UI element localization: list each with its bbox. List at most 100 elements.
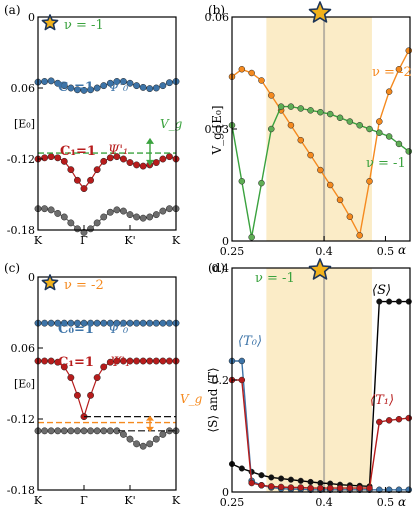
band-point [139, 357, 147, 365]
band-point [146, 319, 154, 327]
band-point [133, 319, 141, 327]
x-axis-label: α [398, 243, 406, 257]
band-point [139, 442, 147, 450]
band-point [47, 319, 55, 327]
data-point [326, 484, 334, 492]
filling-annotation: ν = -2 [64, 278, 104, 293]
band-point [100, 363, 108, 371]
data-point [356, 232, 363, 239]
data-point [395, 298, 403, 305]
x-tick-label: K' [124, 494, 135, 507]
y-tick-label: -0.12 [7, 153, 35, 166]
band-point [106, 154, 114, 162]
y-tick-label: 0.06 [11, 82, 36, 95]
band-point [165, 205, 173, 213]
band-point [152, 84, 160, 92]
band-point [119, 207, 127, 215]
band-point [106, 358, 114, 366]
band-point [93, 374, 101, 382]
star-icon [41, 14, 59, 31]
data-point [376, 418, 383, 426]
band-point [139, 83, 147, 91]
band-point [54, 79, 62, 87]
x-axis-label: α [398, 495, 406, 509]
band-point [73, 391, 81, 399]
y-tick-label: -0.18 [7, 484, 35, 497]
y-tick-label: -0.18 [7, 224, 35, 237]
band-point [54, 209, 62, 217]
band-point [159, 207, 167, 215]
band-point [159, 319, 167, 327]
band-point [93, 166, 101, 174]
band-chern-label: C₀=1 [58, 322, 94, 337]
band-point [119, 78, 127, 85]
band-point [113, 206, 121, 214]
band-psi-label: Ψ'₁ [108, 143, 128, 158]
band-point [139, 214, 147, 222]
band-point [100, 427, 108, 435]
y-tick-label: [E₀] [14, 378, 35, 391]
band-point [87, 86, 95, 94]
band-point [133, 161, 141, 169]
band-point [67, 219, 75, 227]
band-point [41, 357, 49, 365]
band-point [80, 427, 88, 435]
band-point [126, 159, 134, 167]
data-point [385, 88, 393, 95]
band-point [41, 427, 49, 435]
data-point [277, 483, 285, 491]
band-point [152, 159, 160, 167]
series-label: ν = -1 [366, 156, 406, 171]
filling-annotation: ν = -1 [255, 271, 295, 286]
x-tick-label: Γ [80, 494, 88, 507]
band-point [126, 79, 134, 87]
data-point [356, 484, 363, 492]
data-point [346, 213, 354, 220]
data-point [405, 47, 413, 54]
x-tick-label: 0.4 [315, 496, 333, 509]
data-point [268, 483, 275, 490]
y-axis-label: V_g [E₀] [210, 105, 224, 155]
data-point [297, 105, 304, 112]
band-point [165, 319, 173, 327]
data-point [258, 179, 265, 187]
band-point [47, 357, 55, 365]
band-point [146, 85, 154, 93]
x-tick-label: K' [124, 234, 135, 247]
band-point [159, 155, 167, 163]
band-chern-label: C₁=1 [60, 144, 96, 159]
band-point [47, 77, 55, 85]
data-point [395, 486, 403, 494]
data-point [238, 376, 246, 384]
band-point [60, 427, 68, 435]
panel-d-label: (d) [208, 261, 225, 275]
panel-b-label: (b) [208, 3, 225, 17]
band-psi-label: Ψ'₀ [108, 80, 129, 95]
data-point [336, 484, 344, 492]
data-point [307, 151, 314, 159]
data-point [346, 484, 354, 492]
x-tick-label: K [172, 494, 181, 507]
data-point [395, 66, 403, 73]
band-point [93, 319, 101, 327]
series-label: ⟨T₁⟩ [370, 393, 394, 408]
data-point [258, 77, 265, 84]
data-point [278, 475, 285, 482]
y-tick-label: [E₀] [14, 118, 35, 131]
x-tick-label: Γ [80, 234, 88, 247]
data-point [366, 125, 373, 133]
panel-c-label: (c) [4, 261, 20, 275]
band-line [38, 208, 176, 234]
band-point [41, 78, 49, 85]
panel-b: (b) 0.25 0.4 0.5 0 0.03 0.06 ν = -2 ν = -1 V_… [205, 3, 413, 258]
band-point [152, 319, 160, 327]
band-psi-label: Ψ'₀ [108, 322, 129, 337]
band-point [139, 319, 147, 327]
data-point [326, 110, 334, 118]
band-point [73, 427, 81, 435]
band-point [47, 206, 55, 214]
x-tick-label: 0.4 [315, 245, 333, 258]
data-point [317, 108, 324, 116]
y-tick-label: 0 [222, 486, 229, 499]
band-point [133, 82, 141, 90]
